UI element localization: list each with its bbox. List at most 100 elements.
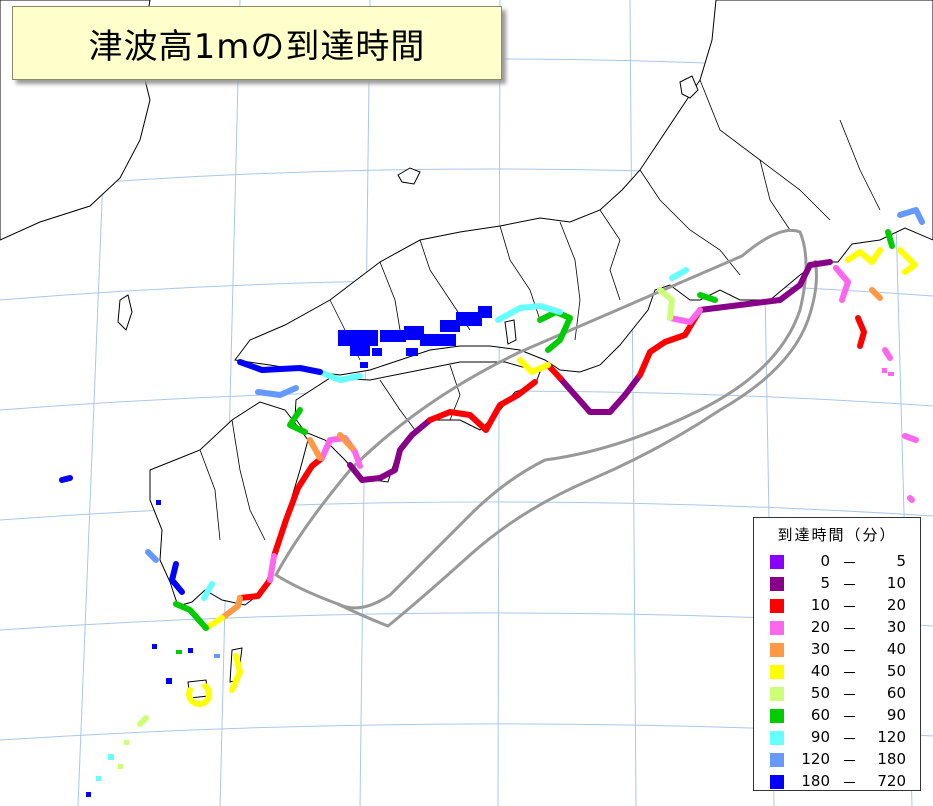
legend-title: 到達時間（分）: [777, 526, 897, 544]
arrival-segment-40-50: [517, 357, 551, 375]
arrival-segment-90-120: [669, 267, 689, 281]
arrival-segment-180-720: [169, 561, 185, 595]
legend-item: 50 － 60: [766, 684, 916, 704]
legend-dash: －: [842, 774, 858, 792]
legend-item: 10 － 20: [766, 596, 916, 616]
legend-dash: －: [842, 752, 858, 770]
arrival-segment-40-50: [845, 247, 883, 265]
legend-range-high: 20: [886, 596, 906, 614]
legend-range-low: 30: [810, 640, 830, 658]
legend-range-low: 0: [820, 552, 830, 570]
legend-swatch: [770, 753, 784, 767]
legend-swatch: [770, 709, 784, 723]
arrival-segment-20-30: [882, 347, 893, 361]
legend-dash: －: [842, 642, 858, 660]
parallel-line: [0, 501, 933, 521]
arrival-segment-40-50: [897, 247, 918, 275]
arrival-segment-30-40: [337, 432, 355, 451]
legend-range-high: 50: [886, 662, 906, 680]
legend-swatch: [770, 577, 784, 591]
arrival-segment-5-10: [557, 372, 643, 415]
arrival-segment-90-120: [201, 581, 215, 601]
legend-range-low: 60: [810, 706, 830, 724]
arrival-segment-20-30: [907, 495, 915, 503]
arrival-segment-60-90: [287, 407, 308, 435]
legend-range-low: 50: [810, 684, 830, 702]
legend-range-low: 90: [810, 728, 830, 746]
legend-dash: －: [842, 686, 858, 704]
arrival-segment-20-30: [902, 433, 919, 443]
legend-range-low: 120: [801, 750, 830, 768]
arrival-segment-50-60: [137, 715, 149, 727]
legend-range-high: 10: [886, 574, 906, 592]
legend-range-low: 40: [810, 662, 830, 680]
legend-range-high: 180: [877, 750, 906, 768]
legend-item: 90 － 120: [766, 728, 916, 748]
legend-swatch: [770, 643, 784, 657]
arrival-time-legend: 到達時間（分） 0 － 5 5 － 10 10 － 20 20 － 30 30: [753, 517, 921, 792]
legend-swatch: [770, 665, 784, 679]
legend-swatch: [770, 621, 784, 635]
arrival-segment-20-30: [267, 553, 277, 583]
seto-inland-sea-arrivals: [338, 306, 492, 368]
arrival-segment-60-90: [173, 601, 209, 631]
arrival-segment-40-50: [203, 615, 225, 631]
legend-item: 180 － 720: [766, 772, 916, 792]
legend-item: 30 － 40: [766, 640, 916, 660]
arrival-segment-40-50: [229, 653, 243, 693]
arrival-segment-50-60: [657, 287, 675, 321]
arrival-segment-180-720: [237, 359, 323, 375]
arrival-segment-90-120: [495, 303, 563, 323]
arrival-segment-120-180: [255, 385, 299, 398]
arrival-segment-10-20: [427, 379, 538, 433]
map-title: 津波高1mの到達時間: [88, 26, 426, 67]
arrival-segment-20-30: [833, 265, 851, 303]
legend-dash: －: [842, 576, 858, 594]
arrival-segment-180-720: [59, 475, 73, 483]
legend-item: 20 － 30: [766, 618, 916, 638]
legend-range-low: 180: [801, 772, 830, 790]
sado-island: [679, 75, 699, 99]
arrival-segment-120-180: [145, 549, 159, 563]
legend-swatch: [770, 731, 784, 745]
shikoku-coast: [294, 361, 541, 483]
legend-range-high: 720: [877, 772, 906, 790]
legend-range-high: 30: [886, 618, 906, 636]
legend-dash: －: [842, 554, 858, 572]
map-title-box: 津波高1mの到達時間: [12, 6, 502, 80]
arrival-time-coast: [59, 207, 925, 727]
legend-item: 60 － 90: [766, 706, 916, 726]
legend-swatch: [770, 687, 784, 701]
arrival-segment-60-90: [697, 292, 718, 303]
legend-dash: －: [842, 730, 858, 748]
legend-item: 40 － 50: [766, 662, 916, 682]
legend-range-high: 120: [877, 728, 906, 746]
arrival-segment-10-20: [237, 577, 273, 601]
meridian-line: [219, 0, 241, 806]
legend-dash: －: [842, 620, 858, 638]
arrival-segment-30-40: [869, 287, 883, 301]
arrival-segment-90-120: [317, 369, 363, 383]
awaji-island: [504, 319, 517, 345]
arrival-segment-5-10: [697, 259, 833, 313]
legend-range-high: 90: [886, 706, 906, 724]
legend-item: 120 － 180: [766, 750, 916, 770]
legend-dash: －: [842, 664, 858, 682]
source-area-outline: [274, 228, 818, 628]
arrival-segment-60-90: [885, 229, 895, 249]
arrival-segment-60-90: [537, 309, 573, 353]
legend-range-low: 20: [810, 618, 830, 636]
arrival-segment-30-40: [307, 437, 323, 461]
arrival-segment-5-10: [347, 417, 433, 483]
island-dots: [86, 368, 894, 797]
legend-swatch: [770, 775, 784, 789]
arrival-segment-30-40: [219, 595, 243, 621]
legend-range-high: 60: [886, 684, 906, 702]
arrival-segment-120-180: [897, 207, 925, 225]
legend-item: 5 － 10: [766, 574, 916, 594]
arrival-segment-10-20: [855, 315, 867, 349]
legend-item: 0 － 5: [766, 552, 916, 572]
arrival-segment-10-20: [271, 455, 325, 559]
legend-swatch: [770, 599, 784, 613]
